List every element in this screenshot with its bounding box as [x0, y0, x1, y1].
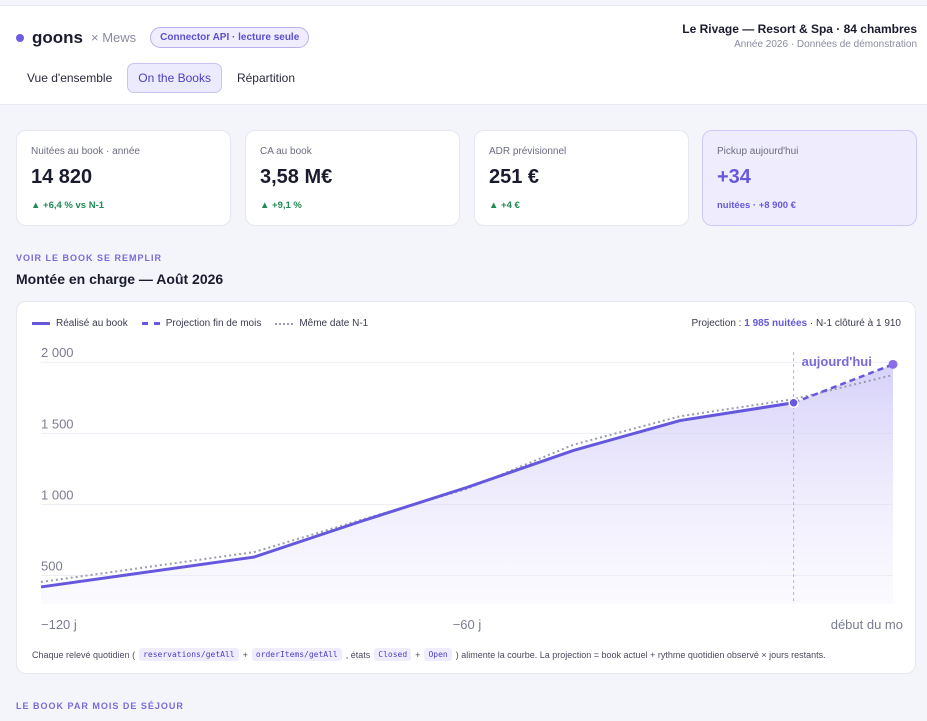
kpi-delta: ▲ +6,4 % vs N-1 [31, 200, 105, 211]
projection-prefix: Projection : [691, 318, 745, 329]
hotel-subtitle: Année 2026 · Données de démonstration [734, 39, 917, 50]
legend-label: Projection fin de mois [165, 318, 262, 329]
kpi-label: Pickup aujourd'hui [717, 146, 799, 157]
kpi-card-adr: ADR prévisionnel 251 € ▲ +4 € [474, 130, 689, 226]
projection-summary: Projection : 1 985 nuitées · N-1 clôturé… [691, 318, 901, 329]
x-tick-label: −120 j [41, 617, 77, 632]
section-eyebrow: LE BOOK PAR MOIS DE SÉJOUR [16, 701, 184, 711]
kpi-delta: nuitées · +8 900 € [717, 200, 796, 211]
kpi-label: ADR prévisionnel [489, 146, 567, 157]
legend-solid-line-icon [32, 322, 50, 325]
kpi-delta: ▲ +4 € [489, 200, 520, 211]
kpi-label: CA au book [260, 146, 312, 157]
kpi-value: 14 820 [31, 166, 93, 188]
hotel-info: Le Rivage — Resort & Spa · 84 chambres A… [682, 22, 917, 50]
projection-suffix: · N-1 clôturé à 1 910 [807, 318, 901, 329]
kpi-value: 3,58 M€ [260, 166, 333, 188]
y-tick-label: 2 000 [41, 345, 74, 360]
footnote-prefix: Chaque relevé quotidien ( [32, 649, 136, 660]
footnote-mid: , états [345, 649, 371, 660]
chart-footnote: Chaque relevé quotidien ( reservations/g… [32, 648, 826, 661]
brand-name: goons [32, 27, 83, 47]
api-badge: Connector API · lecture seule [150, 27, 310, 48]
y-tick-label: 500 [41, 559, 63, 574]
projection-value: 1 985 nuitées [744, 318, 808, 329]
footnote-suffix: ) alimente la courbe. La projection = bo… [455, 649, 826, 660]
chart-legend: Réalisé au book Projection fin de mois M… [32, 318, 368, 329]
legend-projection: Projection fin de mois [141, 318, 262, 329]
chart-plot: 500 1 000 1 500 2 000 aujourd'hui −120 j −60 j… [40, 345, 903, 632]
section-title: Montée en charge — Août 2026 [16, 271, 224, 287]
series-line-realized [40, 401, 794, 589]
legend-last-year: Même date N-1 [275, 318, 368, 329]
legend-realized: Réalisé au book [32, 318, 128, 329]
legend-label: Même date N-1 [299, 318, 369, 329]
kpi-label: Nuitées au book · année [31, 146, 140, 157]
brand-dot-icon [16, 33, 24, 42]
projection-end-point [888, 359, 898, 369]
kpi-card-revenue: CA au book 3,58 M€ ▲ +9,1 % [245, 130, 460, 226]
kpi-value: 251 € [489, 166, 540, 188]
code-orderitems: orderItems/getAll [251, 648, 342, 661]
tab-bar: Vue d'ensemble On the Books Répartition [16, 63, 306, 93]
brand-partner: × Mews [91, 30, 137, 45]
header-bar: goons × Mews Connector API · lecture seu… [0, 5, 927, 105]
section-eyebrow: VOIR LE BOOK SE REMPLIR [16, 253, 163, 263]
x-tick-label: début du mo [831, 617, 903, 632]
kpi-card-nights: Nuitées au book · année 14 820 ▲ +6,4 % … [16, 130, 231, 226]
legend-dashed-line-icon [141, 322, 160, 325]
footnote-plus: + [415, 649, 421, 660]
code-open: Open [424, 648, 452, 661]
tab-on-the-books[interactable]: On the Books [127, 63, 222, 93]
today-label: aujourd'hui [802, 354, 872, 369]
code-reservations: reservations/getAll [139, 648, 239, 661]
y-tick-label: 1 000 [41, 487, 74, 502]
today-point [788, 397, 799, 409]
chart-card: Réalisé au book Projection fin de mois M… [16, 301, 916, 674]
area-fill [41, 364, 893, 604]
legend-dotted-line-icon [275, 322, 294, 325]
kpi-value: +34 [717, 166, 751, 188]
code-closed: Closed [374, 648, 412, 661]
tab-breakdown[interactable]: Répartition [236, 71, 295, 85]
tab-overview[interactable]: Vue d'ensemble [27, 71, 113, 85]
brand: goons × Mews Connector API · lecture seu… [16, 27, 310, 48]
kpi-delta: ▲ +9,1 % [260, 200, 302, 211]
footnote-plus: + [242, 649, 248, 660]
hotel-name: Le Rivage — Resort & Spa · 84 chambres [682, 22, 917, 36]
kpi-card-pickup: Pickup aujourd'hui +34 nuitées · +8 900 … [702, 130, 917, 226]
series-line-projection [793, 363, 894, 404]
x-tick-label: −60 j [453, 617, 482, 632]
legend-label: Réalisé au book [56, 318, 128, 329]
y-tick-label: 1 500 [41, 416, 74, 431]
